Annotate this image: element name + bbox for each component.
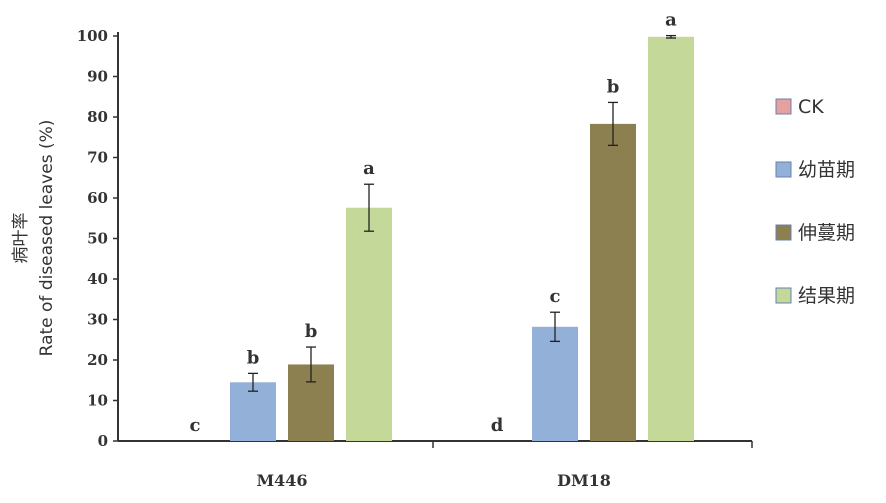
bar: [230, 382, 276, 441]
significance-label: d: [491, 415, 504, 436]
bar: [532, 326, 578, 441]
legend-swatch: [775, 224, 792, 241]
legend-entry: 伸蔓期: [798, 222, 855, 244]
legend-swatch: [775, 287, 792, 304]
y-tick-label: 50: [87, 230, 108, 248]
legend-swatch: [775, 98, 792, 115]
legend-entry: CK: [798, 96, 824, 118]
x-tick-label: M446: [256, 471, 307, 490]
axes: 0 10 20 30 40 50 60 70 80 90 100 M446 DM18: [77, 27, 753, 490]
legend-entry: 幼苗期: [798, 159, 855, 181]
significance-label: a: [363, 158, 375, 179]
legend-swatch: [775, 161, 792, 178]
y-tick-label: 90: [87, 68, 108, 86]
y-tick-label: 20: [87, 351, 108, 369]
significance-label: b: [305, 321, 318, 342]
bar: [648, 36, 694, 442]
y-axis-title: 病叶率 Rate of diseased leaves (%): [11, 120, 57, 357]
y-tick-label: 40: [87, 270, 108, 288]
y-tick-label: 10: [87, 392, 108, 410]
significance-label: a: [665, 10, 677, 31]
bar: [590, 123, 636, 441]
y-tick-label: 100: [77, 27, 108, 45]
x-tick-label: DM18: [557, 471, 611, 490]
significance-label: c: [190, 415, 201, 436]
bars: c b b a d c b a: [190, 10, 694, 442]
significance-label: c: [550, 286, 561, 307]
significance-label: b: [607, 76, 620, 97]
bar: [346, 207, 392, 441]
y-tick-label: 0: [98, 432, 108, 450]
y-tick-label: 30: [87, 311, 108, 329]
legend-entry: 结果期: [798, 285, 855, 307]
y-tick-label: 80: [87, 108, 108, 126]
y-tick-label: 70: [87, 149, 108, 167]
y-tick-label: 60: [87, 189, 108, 207]
y-axis-label-cn: 病叶率: [11, 213, 31, 264]
y-axis-label: Rate of diseased leaves (%): [37, 120, 57, 357]
significance-label: b: [247, 347, 260, 368]
